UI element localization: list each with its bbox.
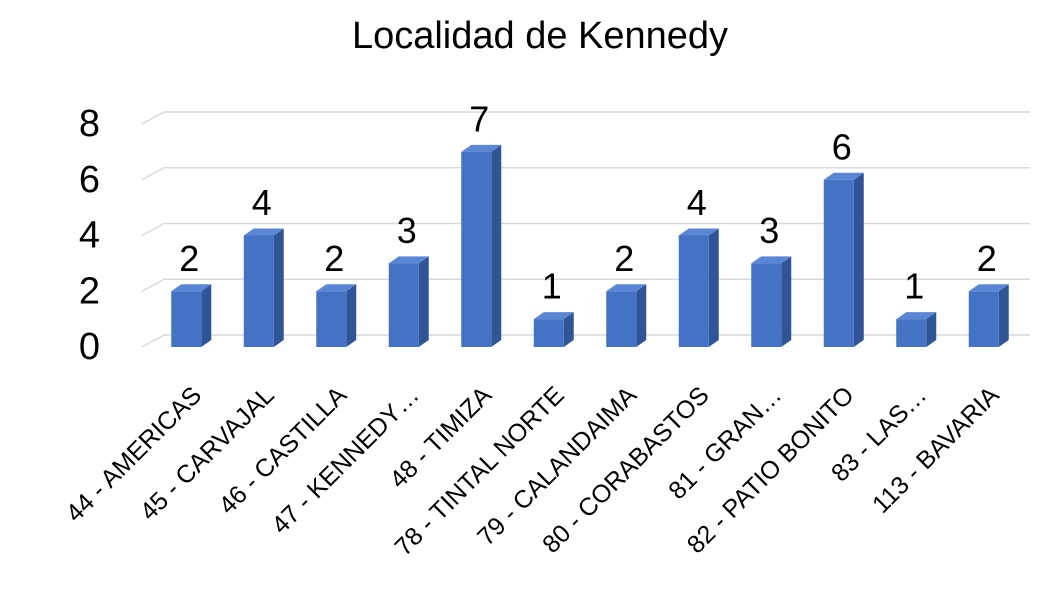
bar-top: [171, 284, 212, 292]
bar: [968, 284, 1009, 347]
bar-front: [171, 291, 202, 347]
value-label: 3: [759, 210, 779, 251]
x-tick-label: 113 - BAVARIA: [867, 381, 1005, 519]
value-label: 2: [324, 238, 344, 279]
value-label: 2: [179, 238, 199, 279]
grid-line: [141, 222, 1030, 237]
bar: [896, 312, 937, 347]
bar-front: [606, 291, 637, 347]
bar: [533, 312, 574, 347]
grid-line: [141, 111, 1030, 125]
bar-top: [678, 228, 719, 236]
grid-line: [141, 167, 1030, 181]
bar-front: [316, 291, 347, 347]
bar-front: [823, 179, 854, 347]
y-tick-label: 6: [79, 159, 100, 201]
bar-side: [926, 312, 937, 347]
bar: [678, 228, 719, 347]
bar-front: [533, 319, 564, 347]
y-tick-label: 8: [79, 103, 100, 145]
bar-front: [968, 291, 999, 347]
bar-side: [491, 144, 502, 347]
bar-side: [708, 228, 719, 347]
bar-front: [461, 151, 492, 347]
bar-side: [418, 256, 429, 347]
value-label: 2: [614, 238, 634, 279]
y-tick-label: 2: [79, 270, 100, 312]
bar-side: [998, 284, 1009, 347]
grid-line: [141, 278, 1030, 292]
bar-top: [243, 228, 284, 236]
bar: [243, 228, 284, 347]
bar-side: [201, 284, 212, 347]
bar-top: [461, 144, 502, 152]
bar: [606, 284, 647, 347]
bar: [316, 284, 357, 347]
value-label: 7: [469, 98, 489, 139]
bar-side: [781, 256, 792, 347]
bar-front: [388, 263, 419, 347]
bar-front: [751, 263, 782, 347]
bar: [171, 284, 212, 347]
bar: [461, 144, 502, 347]
bar-top: [533, 312, 574, 320]
value-label: 4: [687, 182, 707, 223]
x-tick-label: 46 - CASTILLA: [213, 381, 352, 520]
bar-side: [853, 172, 864, 347]
bar-top: [823, 172, 864, 180]
chart-title: Localidad de Kennedy: [352, 15, 728, 57]
grid-line: [141, 334, 1030, 348]
bar-top: [606, 284, 647, 292]
bar-top: [388, 256, 429, 264]
x-tick-label: 44 - AMERICAS: [61, 381, 208, 528]
bar: [823, 172, 864, 347]
y-tick-label: 0: [79, 326, 100, 368]
bar-side: [636, 284, 647, 347]
bar-side: [563, 312, 574, 347]
value-label: 3: [397, 210, 417, 251]
value-label: 6: [832, 126, 852, 167]
bar-front: [896, 319, 927, 347]
y-tick-label: 4: [79, 215, 100, 257]
bar-top: [316, 284, 357, 292]
bar-front: [243, 235, 274, 347]
bar: [751, 256, 792, 347]
value-label: 2: [977, 238, 997, 279]
value-label: 4: [252, 182, 272, 223]
bar-side: [346, 284, 357, 347]
bar-top: [751, 256, 792, 264]
value-label: 1: [904, 266, 924, 307]
value-label: 1: [542, 266, 562, 307]
bar: [388, 256, 429, 347]
bar-top: [896, 312, 937, 320]
x-tick-label: 45 - CARVAJAL: [135, 381, 280, 526]
bar-side: [273, 228, 284, 347]
bar-top: [968, 284, 1009, 292]
bar-front: [678, 235, 709, 347]
